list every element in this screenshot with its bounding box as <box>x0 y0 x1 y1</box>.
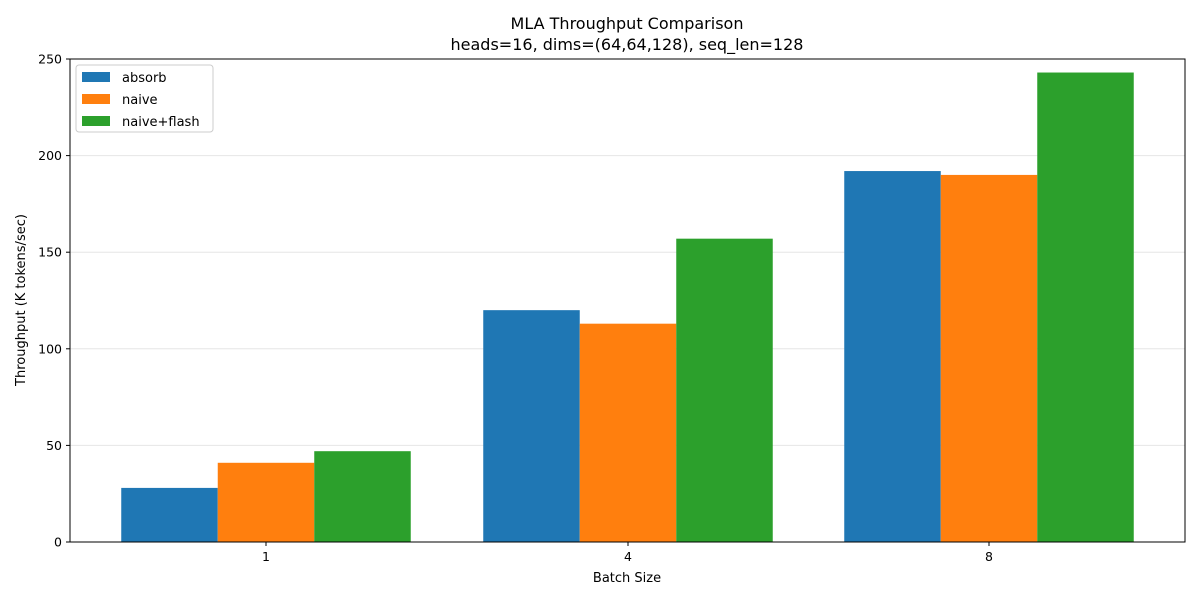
y-axis-ticks: 0 50 100 150 200 250 <box>38 52 70 550</box>
x-tick-label: 8 <box>985 549 993 564</box>
y-tick-label: 250 <box>38 52 62 67</box>
bar-naive-plus-flash-8 <box>1037 72 1134 543</box>
bar-naive-plus-flash-4 <box>676 238 773 542</box>
x-tick-label: 1 <box>262 549 270 564</box>
bar-absorb-4 <box>483 310 580 542</box>
y-tick-label: 50 <box>46 438 62 453</box>
legend-box <box>75 64 214 133</box>
bar-naive-plus-flash-1 <box>314 451 411 542</box>
bar-naive-8 <box>940 174 1038 543</box>
legend-swatch <box>82 72 110 82</box>
legend-label: naive <box>122 93 158 108</box>
y-axis-label: Throughput (K tokens/sec) <box>14 214 29 387</box>
y-tick-label: 150 <box>38 245 62 260</box>
y-tick-label: 0 <box>54 535 62 550</box>
x-tick-label: 4 <box>624 549 632 564</box>
x-axis-ticks: 1 4 8 <box>262 542 993 564</box>
chart-subtitle: heads=16, dims=(64,64,128), seq_len=128 <box>451 35 804 55</box>
x-axis-label: Batch Size <box>593 571 661 586</box>
legend-label: naive+flash <box>122 115 200 130</box>
legend-label: absorb <box>122 71 167 86</box>
legend-swatch <box>82 116 110 126</box>
legend-swatch <box>82 94 110 104</box>
bar-naive-4 <box>579 323 677 542</box>
bar-naive-1 <box>217 462 315 542</box>
y-tick-label: 100 <box>38 341 62 356</box>
bar-absorb-1 <box>121 487 218 542</box>
chart-title: MLA Throughput Comparison <box>511 14 744 33</box>
bars <box>121 72 1134 543</box>
y-tick-label: 200 <box>38 148 62 163</box>
bar-absorb-8 <box>844 171 941 542</box>
legend: absorb naive naive+flash <box>75 64 214 133</box>
